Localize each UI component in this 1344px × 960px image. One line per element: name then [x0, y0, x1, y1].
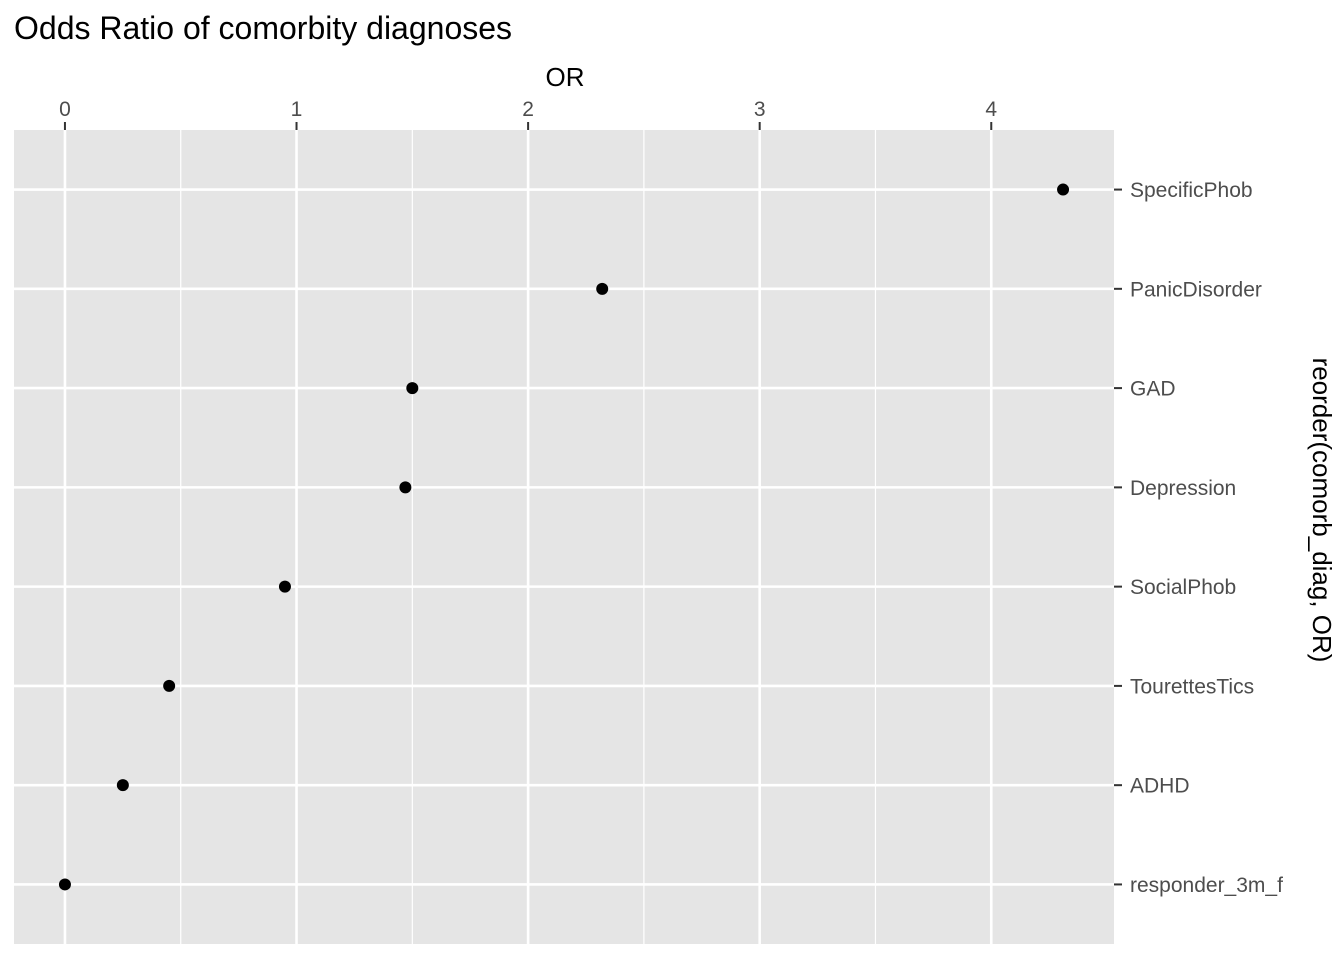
y-tick-label: SpecificPhob	[1130, 179, 1253, 202]
plot-panel	[14, 130, 1114, 944]
y-axis-title: reorder(comorb_diag, OR)	[1307, 358, 1337, 663]
data-point	[399, 481, 412, 494]
data-point	[278, 580, 291, 593]
data-point	[1057, 183, 1070, 196]
x-tick-label: 1	[291, 98, 303, 121]
x-tick-label: 0	[59, 98, 71, 121]
chart-title: Odds Ratio of comorbity diagnoses	[14, 10, 512, 46]
x-axis-title: OR	[546, 62, 585, 92]
data-point	[116, 779, 129, 792]
y-tick-label: responder_3m_f	[1130, 874, 1283, 897]
data-points	[58, 183, 1070, 891]
y-tick-label: GAD	[1130, 378, 1176, 401]
data-point	[58, 878, 71, 891]
x-tick-label: 3	[754, 98, 766, 121]
y-tick-label: TourettesTics	[1130, 675, 1254, 698]
y-tick-label: SocialPhob	[1130, 576, 1236, 599]
data-point	[406, 382, 419, 395]
y-tick-label: ADHD	[1130, 775, 1190, 798]
x-tick-label: 4	[985, 98, 997, 121]
x-axis: 0 1 2 3 4	[59, 98, 997, 130]
y-tick-label: PanicDisorder	[1130, 278, 1262, 301]
grid-minor	[180, 130, 877, 944]
data-point	[163, 679, 176, 692]
data-point	[596, 282, 609, 295]
grid-major	[14, 130, 1114, 944]
y-axis: responder_3m_f ADHD TourettesTics SocialPho…	[1114, 179, 1283, 897]
x-tick-label: 2	[522, 98, 534, 121]
y-tick-label: Depression	[1130, 477, 1236, 500]
